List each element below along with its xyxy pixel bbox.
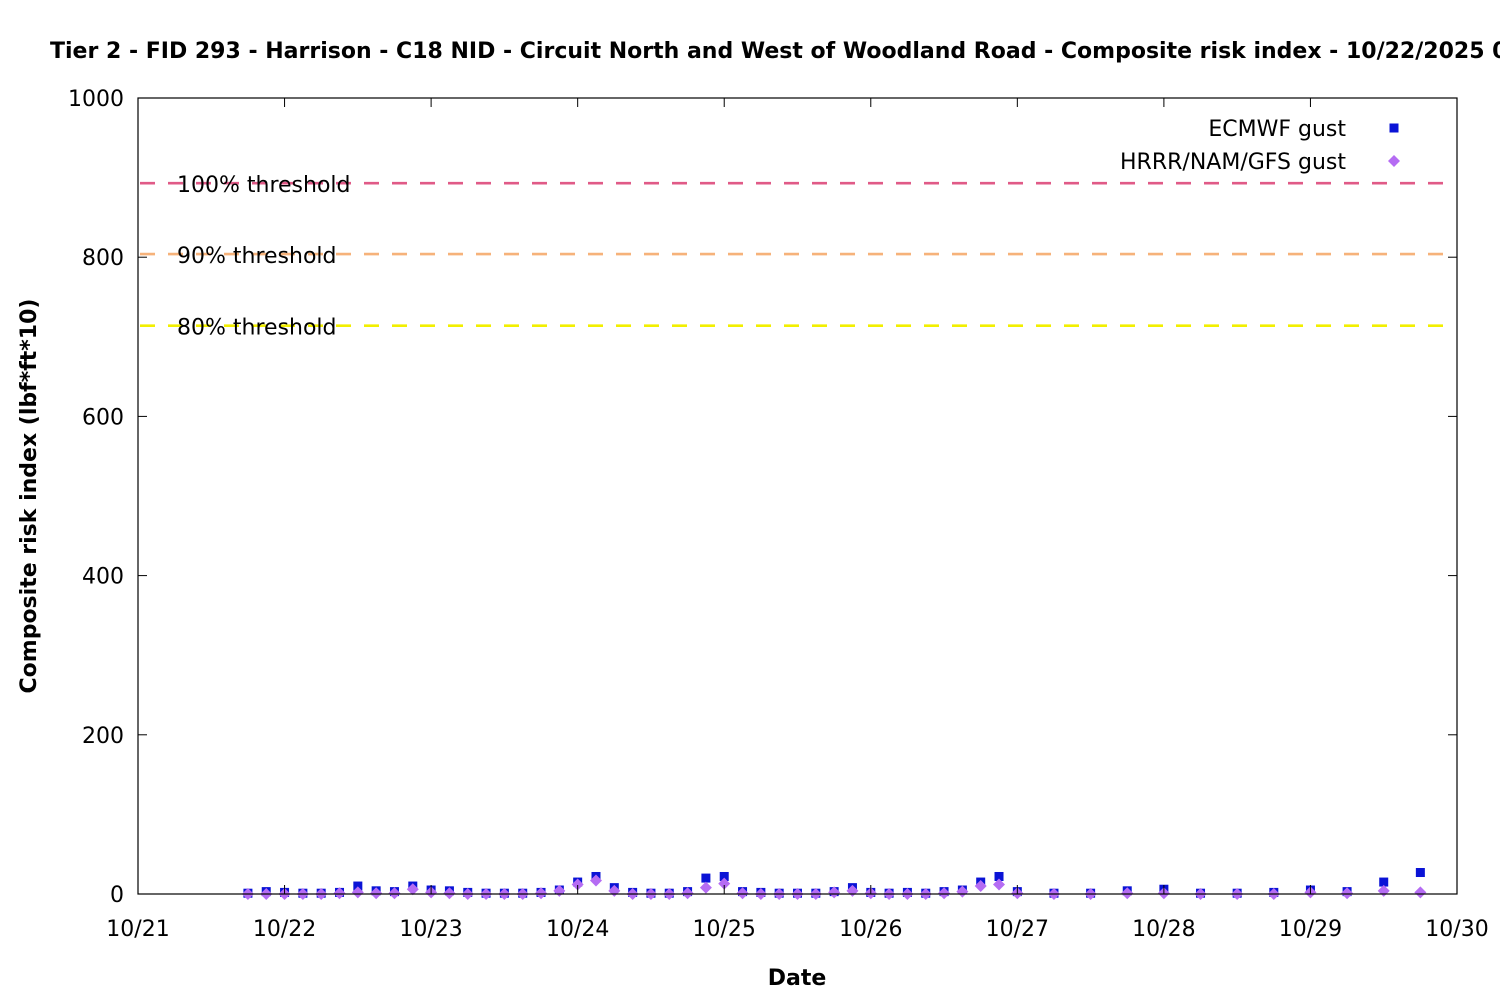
hrrr-nam-gfs-point (938, 887, 951, 900)
legend-entry-label: ECMWF gust (1208, 117, 1346, 142)
hrrr-nam-gfs-point (1414, 886, 1427, 899)
hrrr-nam-gfs-point (993, 878, 1006, 891)
hrrr-nam-gfs-point (406, 883, 419, 896)
x-tick-label: 10/21 (106, 917, 169, 942)
hrrr-nam-gfs-point (1377, 884, 1390, 897)
legend: ECMWF gust HRRR/NAM/GFS gust (1120, 117, 1400, 175)
x-axis-ticks: 10/21 10/22 10/23 10/24 10/25 10/26 10/27 10/28… (106, 98, 1489, 942)
hrrr-nam-gfs-point (333, 887, 346, 900)
threshold-lines: 100% threshold 90% threshold 80% threshold (140, 173, 1443, 341)
hrrr-nam-gfs-point (828, 886, 841, 899)
x-tick-label: 10/24 (546, 917, 609, 942)
y-tick-label: 800 (82, 246, 124, 271)
x-tick-label: 10/25 (693, 917, 756, 942)
hrrr-nam-gfs-point (956, 885, 969, 898)
data-series (241, 868, 1427, 900)
hrrr-nam-gfs-point (736, 887, 749, 900)
hrrr-nam-gfs-point (370, 887, 383, 900)
chart-title: Tier 2 - FID 293 - Harrison - C18 NID - … (50, 39, 1500, 64)
legend-entry-label: HRRR/NAM/GFS gust (1120, 150, 1346, 175)
hrrr-nam-gfs-point (535, 887, 548, 900)
x-tick-label: 10/22 (253, 917, 316, 942)
hrrr-nam-gfs-point (1341, 887, 1354, 900)
y-tick-label: 1000 (68, 87, 124, 112)
hrrr-nam-gfs-point (1121, 887, 1134, 900)
legend-marker-diamond (1388, 155, 1400, 167)
ecmwf-point (1415, 868, 1425, 878)
hrrr-nam-gfs-point (443, 887, 456, 900)
y-axis-label: Composite risk index (lbf*ft*10) (17, 299, 42, 694)
hrrr-nam-gfs-point (718, 877, 731, 890)
hrrr-nam-gfs-point (388, 887, 401, 900)
x-axis-label: Date (768, 966, 827, 991)
x-tick-label: 10/30 (1425, 917, 1488, 942)
x-tick-label: 10/29 (1279, 917, 1342, 942)
y-tick-label: 600 (82, 405, 124, 430)
hrrr-nam-gfs-point (699, 881, 712, 894)
ecmwf-point (701, 873, 711, 883)
threshold-label: 80% threshold (177, 316, 337, 341)
hrrr-nam-gfs-point (571, 878, 584, 891)
x-tick-label: 10/28 (1132, 917, 1195, 942)
y-tick-label: 400 (82, 565, 124, 590)
y-tick-label: 0 (110, 883, 124, 908)
x-tick-label: 10/26 (839, 917, 902, 942)
x-tick-label: 10/27 (986, 917, 1049, 942)
hrrr-nam-gfs-point (681, 887, 694, 900)
threshold-label: 100% threshold (177, 173, 351, 198)
plot-frame (137, 97, 1458, 895)
y-tick-label: 200 (82, 724, 124, 749)
threshold-label: 90% threshold (177, 244, 337, 269)
hrrr-nam-gfs-point (974, 880, 987, 893)
ecmwf-point (353, 881, 363, 891)
ecmwf-point (994, 871, 1004, 881)
legend-marker-square (1389, 123, 1399, 133)
y-axis-ticks: 0 200 400 600 800 1000 (68, 87, 1457, 908)
ecmwf-point (1379, 877, 1389, 887)
ecmwf-point (719, 871, 729, 881)
x-tick-label: 10/23 (399, 917, 462, 942)
hrrr-nam-gfs-point (351, 886, 364, 899)
hrrr-nam-gfs-point (589, 874, 602, 887)
